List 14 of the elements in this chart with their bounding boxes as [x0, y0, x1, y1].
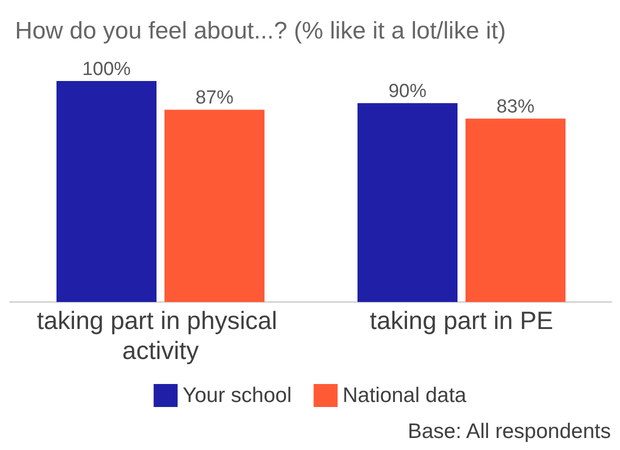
data-label: 100% [82, 59, 131, 80]
legend-label: National data [342, 384, 467, 407]
text: Base: All respondents [408, 420, 611, 443]
chart-title: How do you feel about...? (% like it a lot/like it) [15, 18, 506, 44]
x-tick-label: taking part in physical activity [36, 307, 284, 365]
data-label: 87% [195, 88, 234, 109]
bar [358, 103, 458, 302]
data-label: 90% [388, 81, 427, 102]
data-label: 83% [496, 96, 535, 118]
bar [56, 81, 156, 302]
x-tick-label: taking part in PE [370, 307, 554, 335]
bar [164, 110, 264, 302]
bar [466, 118, 566, 302]
legend-label: Your school [182, 384, 292, 407]
